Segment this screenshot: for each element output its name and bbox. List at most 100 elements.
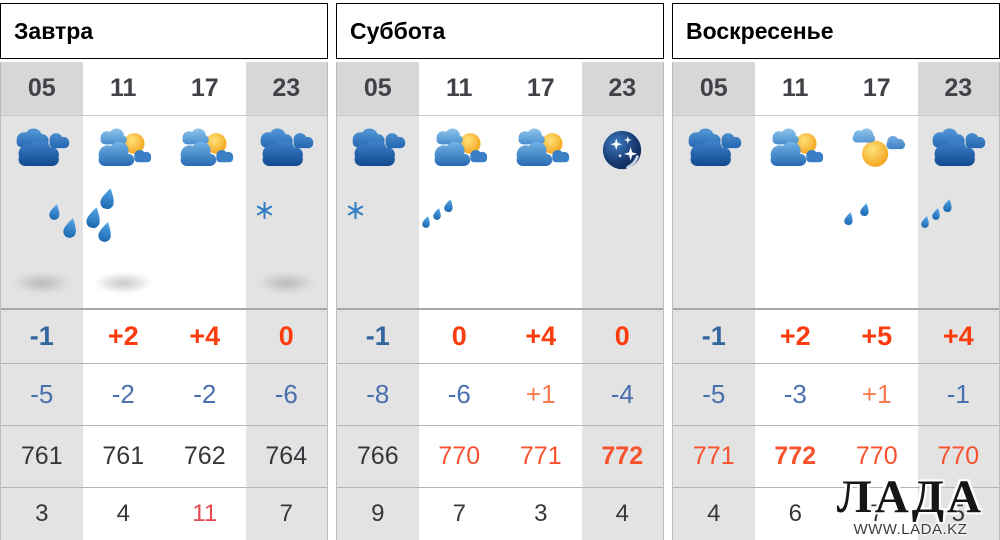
precipitation-cell [500, 184, 582, 244]
day-group-tomorrow: Завтра 05 [0, 0, 328, 540]
day-temperature: +4 [500, 308, 582, 363]
hour-label: 23 [917, 62, 999, 115]
weather-icon-cell [418, 115, 500, 184]
wind-speed-value: 7 [836, 487, 918, 540]
wind-speed-value: 4 [581, 487, 663, 540]
fog-cell [82, 244, 164, 308]
tab-saturday[interactable]: Суббота [336, 3, 664, 59]
hour-label: 11 [754, 62, 836, 115]
fog-cell [917, 244, 999, 308]
raindrop-icon [85, 207, 102, 229]
night-temperature: -1 [917, 363, 999, 425]
fog-cell [337, 244, 419, 308]
day-temperature: -1 [673, 308, 755, 363]
precipitation-cell [245, 184, 327, 244]
precipitation-cell [581, 184, 663, 244]
night-temperature: -5 [673, 363, 755, 425]
weather-icon-cell [164, 115, 246, 184]
precipitation-cell [917, 184, 999, 244]
night-temperature: -4 [581, 363, 663, 425]
clouds-sun-icon [770, 128, 824, 166]
night-temperature: -2 [82, 363, 164, 425]
hour-label: 23 [245, 62, 327, 115]
overcast-clouds-icon [352, 128, 405, 166]
forecast-columns: 05 [0, 62, 328, 540]
hour-label: 05 [337, 62, 419, 115]
night-temperature: -6 [245, 363, 327, 425]
hour-column: 23 [917, 62, 999, 540]
weather-icon-cell [836, 115, 918, 184]
pressure-value: 762 [164, 425, 246, 487]
raindrop-icon [844, 212, 854, 226]
night-temperature: +1 [836, 363, 918, 425]
fog-cell [754, 244, 836, 308]
tab-sunday[interactable]: Воскресенье [672, 3, 1000, 59]
precipitation-cell [754, 184, 836, 244]
hour-label: 17 [164, 62, 246, 115]
hour-column: 17 +4 +1 771 [500, 62, 582, 540]
day-group-saturday: Суббота 05 -1 [336, 0, 664, 540]
forecast-columns: 05 -1 -5 771 4 11 [672, 62, 1000, 540]
overcast-clouds-icon [260, 128, 314, 166]
hour-column: 17 +4 -2 762 [164, 62, 246, 540]
precipitation-cell [673, 184, 755, 244]
overcast-clouds-icon [932, 128, 986, 166]
raindrop-icon [63, 218, 78, 238]
raindrop-icon [931, 208, 941, 220]
pressure-value: 772 [754, 425, 836, 487]
day-temperature: +4 [917, 308, 999, 363]
weather-icon-cell [673, 115, 755, 184]
hour-label: 17 [836, 62, 918, 115]
precipitation-cell [1, 184, 83, 244]
hour-label: 11 [418, 62, 500, 115]
pressure-value: 770 [418, 425, 500, 487]
pressure-value: 771 [673, 425, 755, 487]
pressure-value: 770 [836, 425, 918, 487]
wind-speed-value: 4 [673, 487, 755, 540]
overcast-clouds-icon [16, 128, 69, 166]
weather-icon-cell [917, 115, 999, 184]
night-temperature: -3 [754, 363, 836, 425]
pressure-value: 770 [917, 425, 999, 487]
night-temperature: -6 [418, 363, 500, 425]
pressure-value: 761 [82, 425, 164, 487]
hour-label: 17 [500, 62, 582, 115]
wind-speed-value: 6 [754, 487, 836, 540]
sun-clouds-icon [852, 128, 905, 167]
tab-tomorrow[interactable]: Завтра [0, 3, 328, 59]
day-temperature: +4 [164, 308, 246, 363]
hour-label: 05 [1, 62, 83, 115]
fog-icon [6, 270, 78, 296]
fog-cell [673, 244, 755, 308]
fog-icon [250, 270, 322, 296]
wind-speed-value: 7 [245, 487, 327, 540]
raindrop-icon [432, 208, 442, 220]
night-temperature: -2 [164, 363, 246, 425]
day-temperature: +5 [836, 308, 918, 363]
wind-speed-value: 4 [82, 487, 164, 540]
raindrop-icon [97, 222, 113, 242]
clear-night-moon-icon [603, 130, 642, 170]
wind-speed-value: 9 [337, 487, 419, 540]
precipitation-cell [418, 184, 500, 244]
clouds-sun-icon [434, 128, 488, 166]
hour-column: 11 [418, 62, 500, 540]
weather-icon-cell [337, 115, 419, 184]
hour-column: 23 0 -4 772 4 [581, 62, 663, 540]
raindrop-icon [49, 204, 61, 220]
hour-column: 11 [82, 62, 164, 540]
overcast-clouds-icon [688, 128, 741, 166]
fog-cell [836, 244, 918, 308]
hour-column: 05 -1 -8 766 9 [337, 62, 419, 540]
forecast-columns: 05 -1 -8 766 9 [336, 62, 664, 540]
snowflake-icon [256, 202, 272, 219]
day-temperature: +2 [754, 308, 836, 363]
fog-cell [418, 244, 500, 308]
raindrop-icon [421, 216, 431, 228]
weather-icon-cell [1, 115, 83, 184]
raindrop-icon [860, 203, 870, 217]
weather-icon-cell [82, 115, 164, 184]
day-temperature: 0 [581, 308, 663, 363]
day-temperature: 0 [245, 308, 327, 363]
